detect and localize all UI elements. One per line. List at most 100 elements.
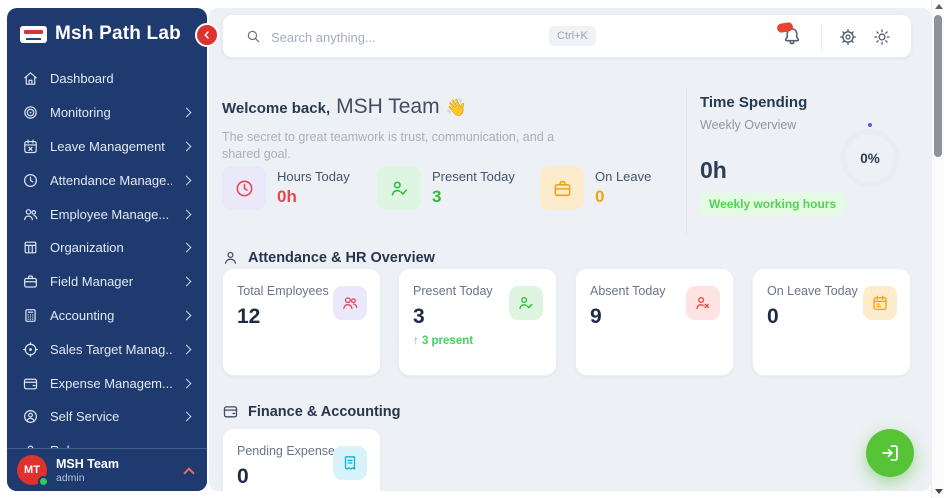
theme-sun-icon[interactable] [871,26,893,48]
crosshair-icon [22,341,39,358]
sidebar-header: Msh Path Lab [7,8,207,53]
clock-in-fab[interactable] [866,429,914,477]
scrollbar-thumb[interactable] [934,15,942,157]
calculator-icon [22,307,39,324]
scroll-down-arrow-icon[interactable] [934,489,943,494]
chevron-left-icon [204,31,209,39]
time-spending-subtitle: Weekly Overview [700,118,797,132]
stat-label: Present Today [432,169,515,184]
topbar: Ctrl+K [222,14,912,58]
chevron-right-icon [181,141,192,152]
main-content: Ctrl+K Welcome back, MSH Team 👋 The secr… [209,8,931,491]
sidebar-item-sales-target-management[interactable]: Sales Target Manag... [7,332,207,366]
chevron-right-icon [181,344,192,355]
sidebar: Msh Path Lab Dashboard Monitoring [7,8,207,491]
welcome-quote: The secret to great teamwork is trust, c… [222,130,555,161]
stat-value: 0h [277,187,297,206]
users-icon [22,206,39,223]
weekly-hours-badge: Weekly working hours [700,193,846,215]
stat-value: 3 [432,187,442,206]
briefcase-icon [22,273,39,290]
topbar-divider [821,23,822,51]
user-info: MSH Team admin [56,457,119,484]
progress-dot [868,123,872,127]
app-window: Msh Path Lab Dashboard Monitoring [7,8,931,491]
sidebar-item-expense-management[interactable]: Expense Managem... [7,366,207,400]
sidebar-item-accounting[interactable]: Accounting [7,299,207,333]
section-header-finance: Finance & Accounting [222,403,401,420]
welcome-heading: Welcome back, MSH Team 👋 [222,95,467,119]
chevron-right-icon [181,276,192,287]
sidebar-item-monitoring[interactable]: Monitoring [7,96,207,130]
sidebar-item-employee-management[interactable]: Employee Manage... [7,197,207,231]
scroll-up-arrow-icon[interactable] [934,4,943,9]
bullseye-icon [22,104,39,121]
chevron-right-icon [181,378,192,389]
users-icon [333,286,367,320]
chevron-right-icon [181,242,192,253]
sidebar-item-organization[interactable]: Organization [7,231,207,265]
stat-label: On Leave [595,169,652,184]
user-name: MSH Team [56,456,119,471]
search-icon [245,28,262,50]
card-pending-expenses[interactable]: Pending Expenses 0 [222,428,381,491]
sidebar-item-field-manager[interactable]: Field Manager [7,265,207,299]
chevron-right-icon [181,411,192,422]
chevron-right-icon [181,310,192,321]
sidebar-nav: Dashboard Monitoring Leave Management [7,62,207,468]
card-total-employees[interactable]: Total Employees 12 [222,268,381,376]
chevron-right-icon [181,209,192,220]
section-title: Attendance & HR Overview [248,249,435,266]
progress-percent: 0% [860,150,880,166]
card-on-leave-today[interactable]: On Leave Today 0 [752,268,911,376]
receipt-icon [333,446,367,480]
online-status-dot [38,476,49,487]
clock-icon [222,166,266,210]
wallet-icon [22,375,39,392]
clock-icon [22,172,39,189]
avatar: MT [17,455,49,487]
settings-gear-icon[interactable] [837,26,859,48]
user-check-icon [509,286,543,320]
weekly-progress-donut: 0% [841,129,899,187]
sidebar-item-attendance-management[interactable]: Attendance Manage... [7,163,207,197]
brand-logo [20,25,47,43]
chevron-up-icon[interactable] [183,466,195,479]
hero-stat-on-leave: On Leave 0 [540,166,651,210]
hero-stat-present-today: Present Today 3 [377,166,515,210]
greeting-user-name: MSH Team [336,95,440,118]
briefcase-icon [540,166,584,210]
chevron-right-icon [181,107,192,118]
sidebar-item-dashboard[interactable]: Dashboard [7,62,207,96]
stat-value: 0 [595,187,605,206]
wave-emoji: 👋 [445,98,467,117]
login-icon [882,445,898,461]
calendar-x-icon [22,138,39,155]
section-header-attendance: Attendance & HR Overview [222,249,435,266]
user-circle-icon [22,408,39,425]
user-profile[interactable]: MT MSH Team admin [7,448,207,491]
user-x-icon [686,286,720,320]
page-scrollbar[interactable] [931,0,944,498]
hero-divider [686,88,687,234]
time-spending-title: Time Spending [700,94,808,111]
wallet-icon [223,406,238,418]
user-icon [224,251,237,264]
avatar-initials: MT [24,464,40,476]
stat-label: Hours Today [277,169,350,184]
home-icon [22,70,39,87]
user-check-icon [377,166,421,210]
card-present-today[interactable]: Present Today 3 ↑ 3 present [398,268,557,376]
grid-table-icon [22,239,39,256]
sidebar-item-self-service[interactable]: Self Service [7,400,207,434]
sidebar-collapse-button[interactable] [195,23,219,47]
app-title: Msh Path Lab [55,23,181,44]
card-absent-today[interactable]: Absent Today 9 [575,268,734,376]
hero-stat-hours-today: Hours Today 0h [222,166,350,210]
sidebar-item-leave-management[interactable]: Leave Management [7,130,207,164]
shortcut-badge: Ctrl+K [549,26,596,46]
search-input[interactable] [271,27,521,47]
notifications-bell-icon[interactable] [776,21,805,49]
greeting-text: Welcome back, [222,100,331,117]
calendar-icon [863,286,897,320]
